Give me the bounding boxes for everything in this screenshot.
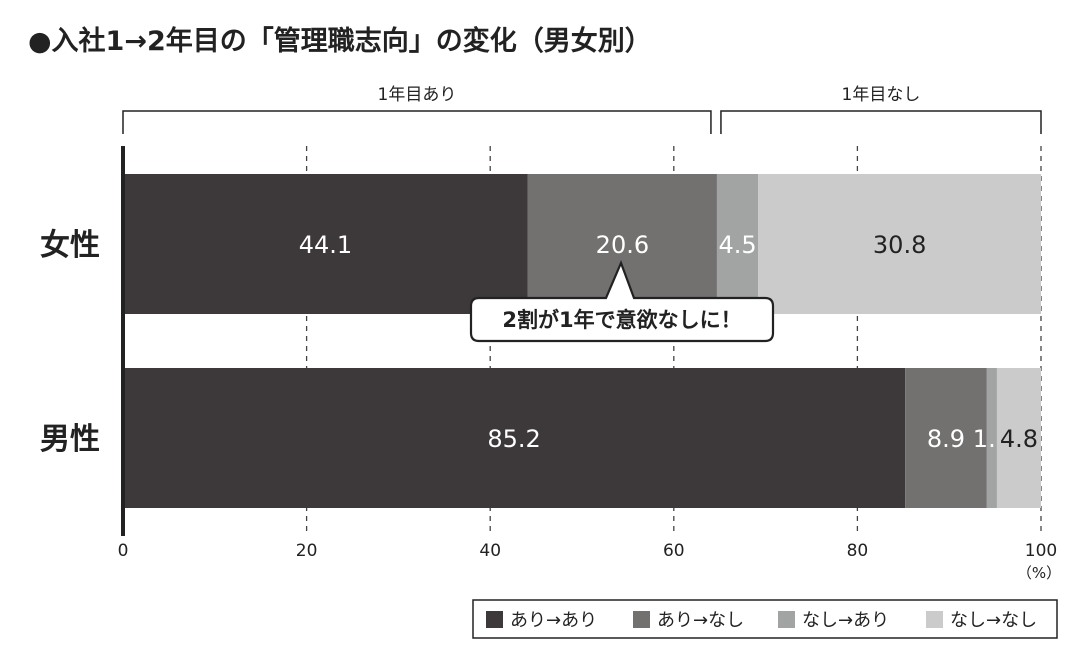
bar-segment <box>986 368 997 508</box>
legend-swatch <box>486 611 503 628</box>
x-tick-label: 100 <box>1025 541 1057 561</box>
data-label: 20.6 <box>596 231 649 259</box>
legend-box <box>472 599 1058 639</box>
group-bracket <box>720 110 1042 134</box>
legend-label: なし→なし <box>950 610 1037 631</box>
bar-segment <box>758 174 1041 314</box>
data-label: 4.5 <box>719 231 757 259</box>
category-label: 女性 <box>40 228 100 263</box>
legend-label: なし→あり <box>802 610 889 631</box>
x-tick-label: 0 <box>118 541 129 561</box>
bar-segment <box>996 368 1041 508</box>
callout: 2割が1年で意欲なしに！ <box>469 260 775 343</box>
group-label: 1年目あり <box>378 85 457 105</box>
x-tick-label: 80 <box>847 541 869 561</box>
group-brackets: 1年目あり 1年目なし <box>122 85 1042 134</box>
legend-label: あり→なし <box>657 610 744 631</box>
bars: 44.1 20.6 4.5 30.885.2 8.9 1.14.8 <box>123 174 1041 508</box>
group-label: 1年目なし <box>842 85 921 105</box>
legend: あり→あり あり→なし なし→あり なし→なし <box>472 599 1058 639</box>
data-label: 8.9 <box>927 425 965 453</box>
x-tick-label: 20 <box>296 541 318 561</box>
data-label: 44.1 <box>299 231 352 259</box>
bar-segment <box>123 368 906 508</box>
callout-bubble <box>469 260 775 343</box>
x-axis-unit: （%） <box>1017 564 1061 582</box>
chart-title: ●入社1→2年目の「管理職志向」の変化（男女別） <box>28 25 652 57</box>
bar-segment <box>716 174 759 314</box>
legend-swatch <box>926 611 943 628</box>
callout-text: 2割が1年で意欲なしに！ <box>502 308 741 332</box>
bar-segment <box>905 368 987 508</box>
legend-swatch <box>633 611 650 628</box>
data-label: 30.8 <box>873 231 926 259</box>
legend-swatch <box>778 611 795 628</box>
category-label: 男性 <box>40 422 100 457</box>
x-tick-label: 60 <box>663 541 685 561</box>
data-label: 85.2 <box>487 425 540 453</box>
x-axis: 0 20 40 60 80 100 （%） <box>118 146 1061 582</box>
data-label: 4.8 <box>1000 425 1038 453</box>
legend-label: あり→あり <box>510 610 597 631</box>
x-tick-label: 40 <box>479 541 501 561</box>
bar-segment <box>123 174 528 314</box>
group-bracket <box>122 110 712 134</box>
